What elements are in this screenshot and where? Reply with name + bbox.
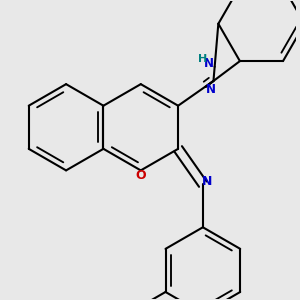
Text: N: N	[202, 175, 213, 188]
Text: N: N	[204, 57, 214, 70]
Text: O: O	[136, 169, 146, 182]
Text: N: N	[206, 83, 216, 96]
Text: H: H	[198, 54, 208, 64]
